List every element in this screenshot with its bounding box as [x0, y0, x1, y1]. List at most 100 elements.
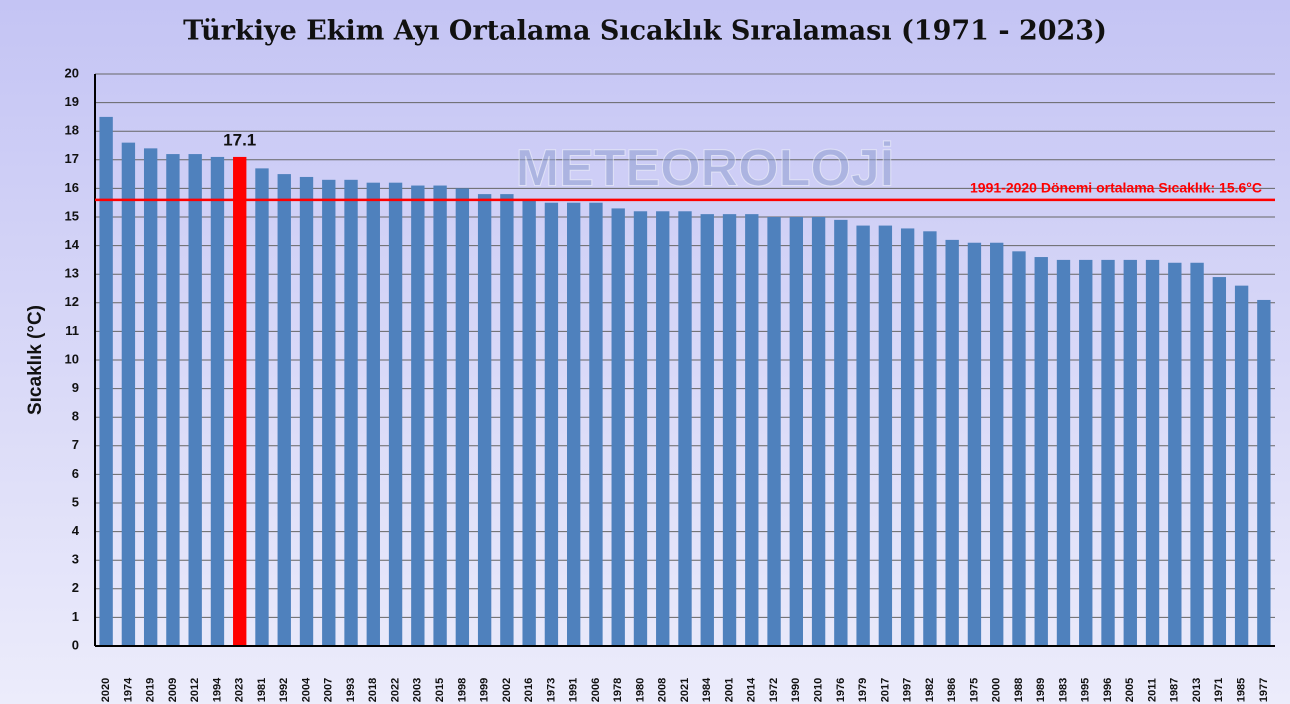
- bar: [210, 156, 225, 646]
- bar: [1234, 285, 1249, 646]
- x-tick-label: 1973: [545, 678, 557, 702]
- y-tick-label: 0: [72, 637, 79, 652]
- bar: [856, 225, 870, 646]
- bar: [1212, 277, 1227, 646]
- x-tick-label: 2000: [991, 678, 1003, 702]
- bar: [322, 179, 336, 646]
- bar: [233, 156, 247, 646]
- y-tick-label: 3: [72, 552, 79, 567]
- x-tick-label: 1972: [768, 678, 780, 702]
- bar: [678, 211, 692, 646]
- x-tick-label: 1986: [946, 678, 958, 702]
- bar: [255, 168, 269, 646]
- x-tick-label: 1975: [968, 678, 980, 702]
- bar: [411, 185, 425, 647]
- y-tick-label: 5: [72, 494, 79, 509]
- y-tick-label: 4: [72, 523, 80, 538]
- bar: [611, 208, 625, 647]
- x-tick-label: 2014: [746, 677, 758, 702]
- y-tick-label: 1: [72, 609, 79, 624]
- x-tick-label: 2020: [100, 678, 112, 702]
- bar: [1168, 262, 1182, 646]
- x-tick-label: 2008: [657, 678, 669, 702]
- x-tick-label: 1974: [122, 677, 134, 702]
- x-tick-label: 2018: [367, 678, 379, 702]
- y-tick-label: 7: [72, 437, 79, 452]
- x-tick-label: 1990: [790, 678, 802, 702]
- bar: [544, 202, 559, 646]
- reference-label: 1991-2020 Dönemi ortalama Sıcaklık: 15.6…: [970, 180, 1262, 196]
- bar: [834, 219, 848, 647]
- bar: [990, 242, 1004, 647]
- x-tick-label: 2004: [300, 677, 312, 702]
- x-tick-label: 2013: [1191, 678, 1203, 702]
- y-tick-label: 11: [65, 323, 79, 338]
- y-tick-label: 18: [65, 123, 79, 138]
- y-tick-label: 12: [65, 294, 79, 309]
- bar: [945, 239, 959, 646]
- y-axis-label: Sıcaklık (°C): [25, 305, 46, 415]
- bar: [366, 182, 380, 646]
- x-tick-label: 2011: [1146, 678, 1158, 702]
- x-tick-label: 1988: [1013, 678, 1025, 702]
- bar: [166, 154, 180, 646]
- bar: [188, 154, 202, 646]
- x-tick-label: 2019: [145, 678, 157, 702]
- x-tick-label: 1991: [568, 678, 580, 702]
- bar: [1056, 259, 1071, 646]
- x-tick-label: 1995: [1080, 678, 1092, 702]
- x-tick-label: 1989: [1035, 678, 1047, 702]
- bar: [1101, 259, 1115, 646]
- y-tick-label: 14: [65, 237, 80, 252]
- x-tick-label: 2016: [523, 678, 535, 702]
- x-tick-label: 2023: [234, 678, 246, 702]
- x-tick-label: 1992: [278, 678, 290, 702]
- bar: [589, 202, 603, 646]
- data-label: 17.1: [223, 130, 256, 149]
- x-tick-label: 1971: [1213, 678, 1225, 702]
- chart-title: Türkiye Ekim Ayı Ortalama Sıcaklık Sıral…: [183, 16, 1107, 47]
- y-tick-label: 17: [65, 151, 79, 166]
- bar: [121, 142, 136, 646]
- bar: [344, 179, 358, 646]
- x-tick-label: 1987: [1169, 678, 1181, 702]
- bar: [388, 182, 403, 646]
- x-tick-label: 1981: [256, 678, 268, 702]
- bar: [1257, 299, 1271, 646]
- bar: [143, 148, 158, 647]
- x-tick-label: 1978: [612, 678, 624, 702]
- bar: [1190, 262, 1204, 646]
- bar: [878, 225, 893, 646]
- bar: [99, 116, 113, 646]
- x-tick-label: 2001: [723, 678, 735, 702]
- y-tick-label: 16: [65, 180, 79, 195]
- bar: [656, 211, 670, 646]
- bar: [1012, 251, 1026, 646]
- x-tick-label: 2017: [879, 678, 891, 702]
- bar: [522, 199, 536, 646]
- bar: [433, 185, 447, 647]
- x-tick-label: 1993: [345, 678, 357, 702]
- x-tick-label: 1980: [634, 678, 646, 702]
- bar: [1079, 259, 1093, 646]
- x-tick-label: 1994: [211, 677, 223, 702]
- y-tick-label: 10: [65, 351, 79, 366]
- bar: [1145, 259, 1160, 646]
- x-tick-label: 1997: [902, 678, 914, 702]
- x-tick-label: 2015: [434, 678, 446, 702]
- bar: [477, 194, 492, 646]
- bar: [722, 214, 737, 646]
- x-tick-label: 1979: [857, 678, 869, 702]
- y-tick-label: 2: [72, 580, 79, 595]
- bar: [745, 214, 759, 646]
- x-tick-label: 1982: [924, 678, 936, 702]
- y-tick-label: 13: [65, 266, 79, 281]
- x-tick-label: 1977: [1258, 678, 1270, 702]
- y-tick-label: 6: [72, 466, 79, 481]
- bar: [567, 202, 581, 646]
- x-tick-label: 1976: [835, 678, 847, 702]
- bar: [811, 217, 826, 646]
- x-tick-label: 2022: [389, 678, 401, 702]
- x-tick-label: 1998: [456, 678, 468, 702]
